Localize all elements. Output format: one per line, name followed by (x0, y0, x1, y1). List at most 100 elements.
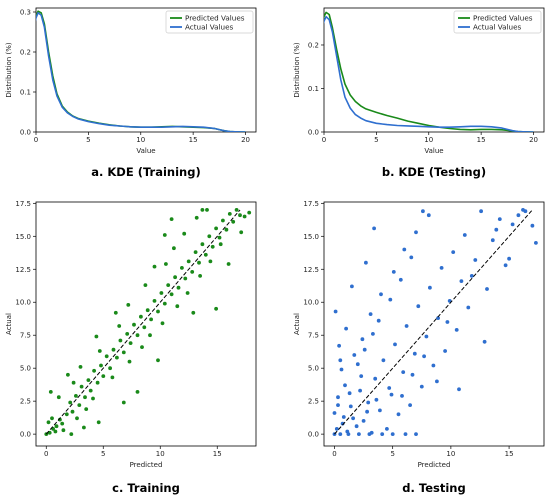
y-tick-label: 2.5 (308, 398, 319, 406)
scatter-point (118, 338, 123, 343)
legend-entry: Predicted Values (473, 14, 533, 23)
y-tick-label: 2.5 (20, 398, 31, 406)
scatter-point (466, 305, 471, 310)
scatter-point (485, 287, 489, 291)
scatter-point (459, 279, 464, 283)
scatter-point (373, 376, 378, 381)
scatter-point (389, 392, 394, 397)
scatter-point (390, 432, 395, 436)
scatter-point (173, 275, 178, 280)
y-axis-label: Distribution (%) (293, 42, 301, 97)
x-axis-label: Predicted (130, 461, 163, 469)
scatter-point (64, 412, 69, 417)
scatter-point (344, 326, 348, 331)
x-tick-label: 5 (86, 136, 90, 144)
scatter-points (332, 208, 538, 436)
scatter-point (457, 387, 461, 392)
scatter-point (396, 412, 401, 417)
y-axis-label: Actual (293, 313, 301, 335)
scatter-point (143, 283, 148, 287)
scatter-point (510, 222, 515, 227)
scatter-point (108, 366, 112, 371)
scatter-point (91, 396, 95, 401)
panel-a-kde-training: 0 5 10 15 20 0.0 0.1 0.2 0.3 Value Distribution (%… (5, 7, 257, 179)
scatter-point (367, 432, 372, 436)
identity-reference-line (45, 209, 241, 435)
scatter-point (186, 259, 191, 264)
scatter-point (111, 347, 116, 352)
scatter-point (482, 339, 487, 344)
scatter-point (58, 417, 62, 422)
scatter-point (125, 332, 130, 336)
y-tick-label: 17.5 (303, 200, 319, 208)
y-tick-label: 12.5 (15, 266, 31, 274)
scatter-point (218, 242, 223, 247)
scatter-point (431, 363, 436, 368)
scatter-point (378, 408, 382, 413)
scatter-point (115, 355, 119, 360)
x-tick-label: 0 (322, 136, 326, 144)
scatter-point (507, 256, 511, 261)
scatter-point (95, 380, 100, 385)
y-tick-label: 10.0 (303, 299, 319, 307)
scatter-point (160, 321, 165, 326)
y-tick-label: 0.2 (20, 49, 31, 57)
scatter-point (79, 384, 84, 389)
scatter-point (365, 409, 369, 414)
scatter-point (180, 266, 184, 270)
scatter-point (371, 332, 375, 336)
scatter-point (338, 358, 343, 363)
scatter-point (436, 316, 440, 320)
scatter-point (469, 274, 474, 278)
panel-caption: b. KDE (Testing) (382, 165, 486, 179)
scatter-point (203, 252, 208, 257)
scatter-point (350, 284, 354, 289)
x-tick-label: 15 (477, 136, 486, 144)
scatter-point (84, 407, 89, 411)
scatter-point (368, 312, 373, 316)
scatter-point (83, 395, 87, 400)
scatter-point (135, 390, 140, 394)
scatter-point (400, 394, 404, 398)
scatter-point (99, 363, 103, 368)
scatter-point (404, 324, 409, 328)
x-tick-label: 10 (424, 136, 433, 144)
panel-caption: d. Testing (402, 481, 465, 495)
scatter-point (332, 411, 337, 415)
scatter-point (71, 380, 76, 385)
scatter-point (242, 214, 247, 219)
scatter-point (347, 391, 352, 396)
scatter-point (149, 317, 154, 322)
scatter-point (227, 212, 232, 216)
scatter-point (424, 334, 429, 339)
legend-entry: Actual Values (185, 23, 234, 32)
scatter-point (214, 306, 219, 311)
scatter-point (145, 308, 150, 313)
scatter-point (94, 334, 99, 339)
scatter-point (462, 233, 467, 237)
scatter-point (364, 260, 368, 265)
scatter-point (428, 285, 432, 290)
scatter-point (414, 230, 418, 235)
scatter-point (152, 299, 157, 303)
scatter-point (380, 432, 385, 436)
scatter-point (194, 215, 199, 220)
x-tick-label: 5 (101, 450, 105, 458)
scatter-point (359, 374, 364, 378)
scatter-point (351, 416, 355, 421)
scatter-point (54, 424, 59, 429)
scatter-point (182, 231, 187, 236)
y-tick-label: 0.0 (20, 129, 31, 137)
scatter-point (231, 219, 236, 224)
scatter-point (97, 349, 102, 353)
panel-d-testing-scatter: 0 5 10 15 0.0 2.5 5.0 7.5 10.0 12.5 15.0 17.5 Predic… (293, 200, 545, 495)
scatter-point (388, 297, 393, 302)
y-tick-label: 12.5 (303, 266, 319, 274)
scatter-point (176, 285, 181, 290)
scatter-point (494, 227, 499, 232)
scatter-point (341, 415, 346, 419)
scatter-point (234, 208, 239, 212)
scatter-points (44, 208, 252, 436)
scatter-point (110, 375, 115, 380)
scatter-point (104, 354, 109, 359)
